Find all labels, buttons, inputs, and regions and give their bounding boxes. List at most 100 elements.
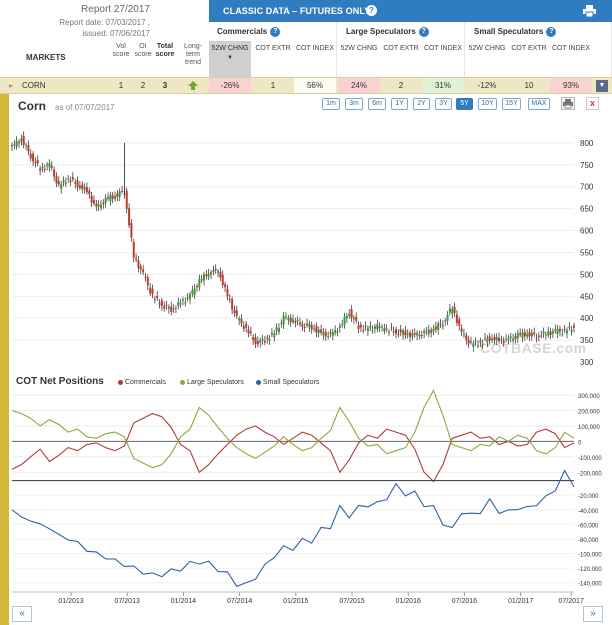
- price-candle: [39, 168, 42, 171]
- price-candle: [542, 331, 545, 334]
- large-52w-chng-header[interactable]: 52W CHNG: [340, 45, 378, 52]
- price-ytick-label: 700: [580, 183, 594, 192]
- price-candle: [172, 308, 175, 310]
- price-candle: [179, 303, 182, 305]
- scroll-right-button[interactable]: »: [583, 606, 603, 622]
- commercials-cot-index-header[interactable]: COT INDEX: [296, 45, 334, 52]
- price-candle: [313, 328, 316, 330]
- price-candle: [404, 330, 407, 336]
- cot-ytick-label: 200,000: [578, 410, 600, 416]
- vol-score-header[interactable]: Vol score: [112, 43, 130, 58]
- legend-small-speculators[interactable]: Small Speculators: [256, 379, 319, 386]
- price-candle: [67, 178, 70, 180]
- range-button-2y[interactable]: 2Y: [413, 98, 430, 110]
- small-cot-index-header[interactable]: COT INDEX: [552, 45, 590, 52]
- banner-help-icon[interactable]: ?: [366, 5, 377, 16]
- price-candle: [348, 313, 351, 317]
- range-button-10y[interactable]: 10Y: [478, 98, 497, 110]
- price-candle: [446, 315, 449, 321]
- small-speculators-help-icon[interactable]: ?: [546, 27, 557, 37]
- price-candle: [268, 338, 271, 341]
- large-cot-index-header[interactable]: COT INDEX: [424, 45, 462, 52]
- range-button-max[interactable]: MAX: [528, 98, 550, 110]
- price-candle: [186, 297, 189, 299]
- range-button-1y[interactable]: 1Y: [391, 98, 408, 110]
- price-candle: [167, 306, 170, 309]
- price-candle: [317, 329, 320, 333]
- range-button-3m[interactable]: 3m: [345, 98, 363, 110]
- price-candle: [406, 333, 409, 335]
- price-candle: [13, 144, 16, 146]
- price-candle: [355, 316, 358, 321]
- price-candle: [533, 332, 536, 335]
- price-candle: [448, 308, 451, 313]
- chart-print-icon[interactable]: [561, 97, 575, 110]
- price-candle: [388, 331, 391, 333]
- small-cot-extr-header[interactable]: COT EXTR: [511, 45, 547, 52]
- chart-close-button[interactable]: x: [586, 97, 599, 110]
- small-speculators-group-title: Small Speculators: [474, 27, 544, 37]
- price-candle: [193, 288, 196, 296]
- price-candle: [551, 331, 554, 334]
- large-speculators-help-icon[interactable]: ?: [418, 27, 429, 37]
- market-row-corn[interactable]: ▸ CORN 1 2 3 -26% 1 56% 24% 2 31% -12% 1…: [0, 77, 612, 94]
- price-ytick-label: 500: [580, 270, 594, 279]
- price-candle: [493, 337, 496, 340]
- comm-cot-index-cell: 56%: [294, 78, 336, 93]
- range-button-15y[interactable]: 15Y: [502, 98, 521, 110]
- price-candle: [359, 324, 362, 328]
- scroll-left-button[interactable]: «: [12, 606, 32, 622]
- small-spec-ytick-label: -60,000: [578, 523, 599, 529]
- price-candle: [444, 320, 447, 322]
- price-candle: [568, 326, 571, 328]
- price-candle: [221, 274, 224, 286]
- oi-score-header[interactable]: OI score: [134, 43, 152, 58]
- price-candle: [55, 176, 58, 184]
- price-candle: [409, 332, 412, 338]
- commercials-52w-chng-header[interactable]: 52W CHNG ▼: [209, 41, 251, 77]
- x-tick-label: 07/2015: [339, 598, 364, 605]
- price-candle: [322, 331, 325, 336]
- range-button-1m[interactable]: 1m: [322, 98, 340, 110]
- price-candle: [284, 316, 287, 318]
- large-cot-extr-header[interactable]: COT EXTR: [383, 45, 419, 52]
- row-expand-icon[interactable]: ▸: [9, 81, 14, 90]
- price-candle: [18, 141, 21, 144]
- price-candle: [399, 329, 402, 333]
- commercials-cot-extr-header[interactable]: COT EXTR: [255, 45, 291, 52]
- price-candle: [146, 277, 149, 286]
- cot-ytick-label: 100,000: [578, 425, 600, 431]
- x-tick-label: 07/2014: [227, 598, 252, 605]
- small-spec-ytick-label: -120,000: [578, 567, 602, 573]
- price-candle: [195, 285, 198, 288]
- price-candle: [163, 306, 166, 309]
- price-candle: [249, 331, 252, 334]
- price-candle: [74, 182, 77, 184]
- legend-large-speculators[interactable]: Large Speculators: [180, 379, 244, 386]
- small-spec-ytick-label: -20,000: [578, 494, 599, 500]
- small-52w-chng-header[interactable]: 52W CHNG: [468, 45, 506, 52]
- total-score-header[interactable]: Total score: [155, 43, 175, 58]
- price-candle: [395, 329, 398, 334]
- price-candle: [224, 284, 227, 288]
- price-candle: [102, 202, 105, 205]
- large-cot-index-cell: 31%: [422, 78, 464, 93]
- row-dropdown-icon[interactable]: ▼: [596, 80, 608, 92]
- price-candle: [380, 326, 383, 328]
- price-candle: [270, 332, 273, 335]
- print-icon[interactable]: [583, 5, 596, 17]
- commercials-help-icon[interactable]: ?: [270, 27, 281, 37]
- price-candle: [228, 298, 231, 300]
- price-ytick-label: 800: [580, 139, 594, 148]
- price-candle: [34, 161, 37, 164]
- range-button-3y[interactable]: 3Y: [435, 98, 452, 110]
- range-button-5y[interactable]: 5Y: [456, 98, 473, 110]
- price-candle: [85, 187, 88, 193]
- range-button-6m[interactable]: 6m: [368, 98, 386, 110]
- price-candle: [378, 326, 381, 328]
- legend-commercials[interactable]: Commercials: [118, 379, 166, 386]
- price-candle: [212, 269, 215, 272]
- price-candle: [165, 304, 168, 306]
- price-candle: [254, 337, 257, 344]
- price-candle: [310, 325, 313, 330]
